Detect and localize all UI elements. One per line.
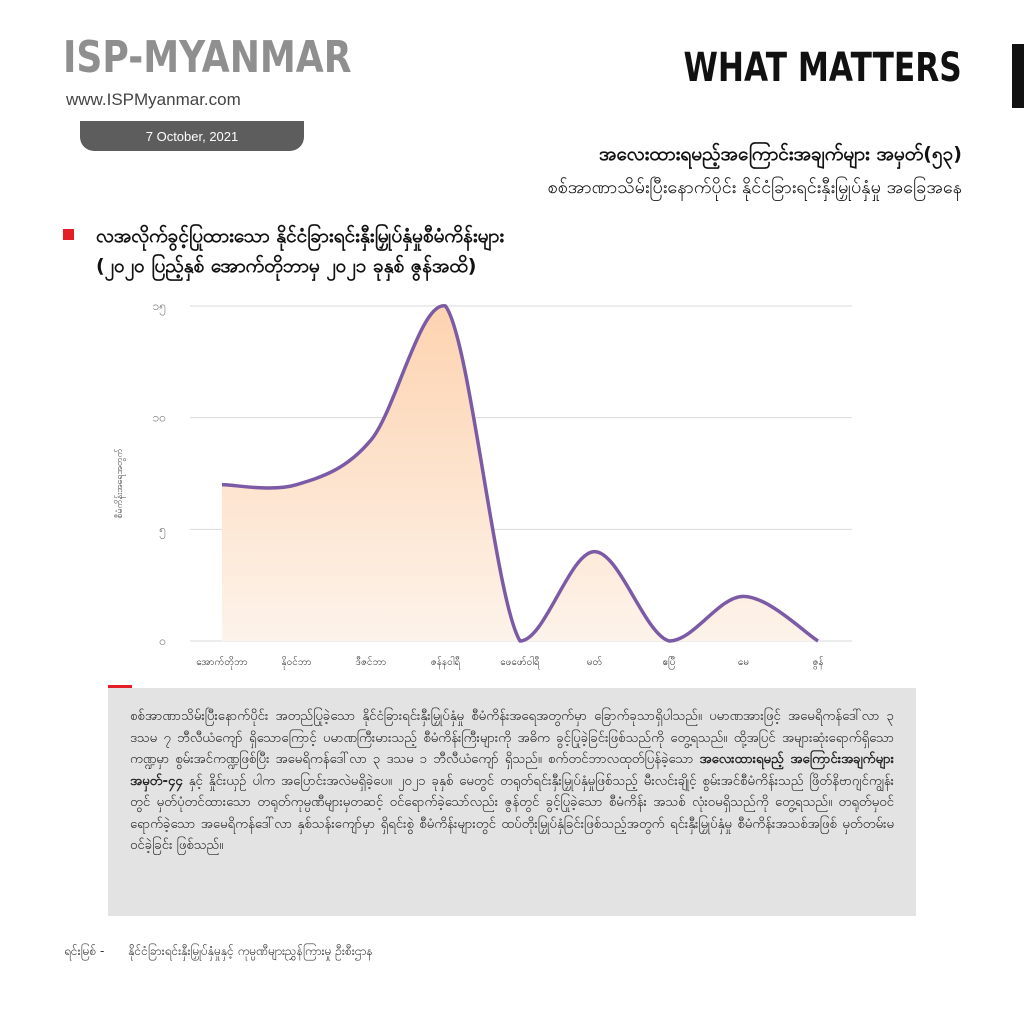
source-line: ရင်းမြစ် - နိုင်ငံခြားရင်းနှီးမြှုပ်နှံမှ…: [64, 943, 373, 961]
note-text-part2: နှင့် နှိုင်းယှဉ် ပါက အပြောင်းအလဲမရှိခဲ့…: [130, 773, 894, 854]
chart-title-line1: လအလိုက်ခွင့်ပြုထားသော နိုင်ငံခြားရင်းနှီ…: [96, 225, 505, 247]
x-tick-label: ဒီဇင်ဘာ: [356, 655, 386, 668]
brand-accent-bar: [1012, 44, 1024, 108]
note-bold-reference: အလေးထားရမည့် အကြောင်းအချက်များ အမှတ်-၄၄: [130, 752, 894, 789]
x-tick-label: အောက်တိုဘာ: [196, 655, 248, 670]
note-text-part1: စစ်အာဏာသိမ်းပြီးနောက်ပိုင်း အတည်ပြုခဲ့သေ…: [130, 709, 894, 767]
page-subtitle: စစ်အာဏာသိမ်းပြီးနောက်ပိုင်း နိုင်ငံခြားရ…: [547, 177, 963, 198]
source-label: ရင်းမြစ် -: [64, 944, 105, 958]
isp-myanmar-logo: ISP-MYANMAR: [63, 32, 352, 83]
x-tick-label: ဇွန်: [812, 655, 823, 670]
x-tick-label: ဧပြီ: [662, 654, 675, 670]
x-tick-label: မေ: [738, 657, 749, 668]
x-tick-label: မတ်: [587, 655, 602, 668]
x-tick-label: ဇန်နဝါရီ: [431, 655, 461, 670]
y-tick-label: ၀: [159, 634, 166, 648]
y-tick-label: ၁၀: [153, 411, 167, 425]
series-line: [221, 304, 819, 643]
analysis-note: စစ်အာဏာသိမ်းပြီးနောက်ပိုင်း အတည်ပြုခဲ့သေ…: [108, 688, 916, 916]
chart-title-marker: [63, 229, 74, 240]
chart-title: လအလိုက်ခွင့်ပြုထားသော နိုင်ငံခြားရင်းနှီ…: [96, 221, 504, 281]
y-tick-label: ၁၅: [153, 299, 167, 316]
source-text: နိုင်ငံခြားရင်းနှီးမြှုပ်နှံမှုနှင့် ကုမ…: [128, 944, 373, 958]
y-tick-label: ၅: [159, 522, 166, 539]
website-url[interactable]: www.ISPMyanmar.com: [66, 90, 241, 109]
x-tick-label: ဖေဖော်ဝါရီ: [500, 655, 540, 670]
y-axis-label: စီမံကိန်းအရေအတွက်: [114, 448, 126, 519]
what-matters-brand: WHAT MATTERS: [683, 45, 962, 91]
chart-title-line2: (၂၀၂၀ ပြည့်နှစ် အောက်တိုဘာမှ ၂၀၂၁ ခုနှစ်…: [96, 255, 477, 277]
page-title: အလေးထားရမည့်အကြောင်းအချက်များ အမှတ်(၅၃): [599, 143, 962, 165]
x-tick-label: နိုဝင်ဘာ: [281, 655, 311, 670]
date-badge: 7 October, 2021: [80, 121, 304, 151]
series-area-fill: [222, 305, 818, 641]
note-accent-dash: [108, 685, 132, 688]
fdi-projects-area-chart: ၀ ၅ ၁၀ ၁၅ အောက်တိုဘာ နိုဝင်ဘာ ဒီဇင်ဘာ ဇန်နဝါရီ…: [114, 299, 852, 670]
